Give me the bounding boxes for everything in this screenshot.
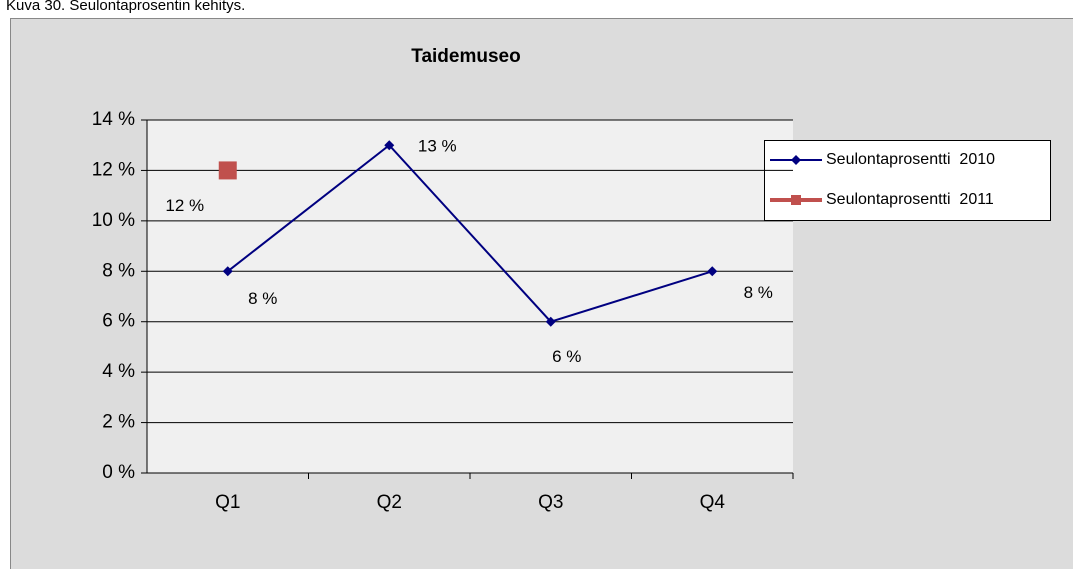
marker <box>218 161 237 180</box>
data-label: 8 % <box>248 289 277 308</box>
legend-marker <box>791 195 801 205</box>
line <box>227 143 713 323</box>
legend-marker <box>791 155 801 165</box>
y-tick-label: 8 % <box>102 260 135 281</box>
data-label: 13 % <box>418 137 457 156</box>
x-tick-label: Q4 <box>700 492 726 513</box>
data-label: 6 % <box>552 347 581 366</box>
caption: Kuva 30. Seulontaprosentin kehitys. <box>6 0 245 14</box>
y-tick-label: 4 % <box>102 361 135 382</box>
y-tick-label: 10 % <box>92 210 135 231</box>
legend-label: Seulontaprosentti 2011 <box>826 191 994 208</box>
y-tick-label: 2 % <box>102 412 135 433</box>
marker <box>222 266 233 277</box>
y-tick-label: 6 % <box>102 311 135 332</box>
y-tick-label: 12 % <box>92 159 135 180</box>
marker <box>545 316 556 327</box>
plot-area <box>147 120 793 473</box>
data-label: 12 % <box>165 196 204 215</box>
data-label: 8 % <box>744 283 773 302</box>
marker <box>707 266 718 277</box>
x-tick-label: Q3 <box>538 492 563 513</box>
y-tick-label: 0 % <box>102 462 135 483</box>
marker <box>384 140 395 151</box>
x-tick-label: Q1 <box>215 492 240 513</box>
legend-label: Seulontaprosentti 2010 <box>826 151 995 168</box>
y-tick-label: 14 % <box>92 109 135 130</box>
x-tick-label: Q2 <box>377 492 402 513</box>
chart-title: Taidemuseo <box>411 46 520 67</box>
legend <box>764 140 1051 221</box>
